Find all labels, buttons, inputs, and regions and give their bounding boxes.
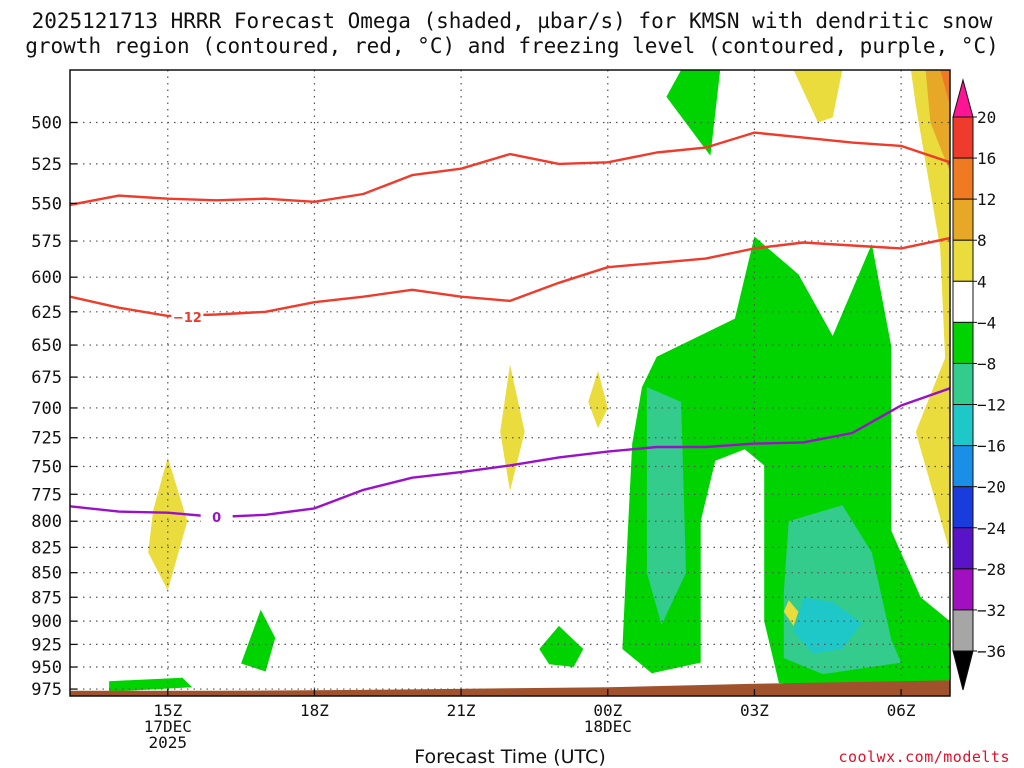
colorbar-label: 4 <box>977 272 987 291</box>
colorbar-bin <box>952 198 974 241</box>
omega-region <box>241 609 276 672</box>
colorbar-label: 16 <box>977 149 996 168</box>
plot-frame <box>69 69 951 697</box>
terrain-layer <box>70 680 950 696</box>
colorbar-bin <box>952 527 974 570</box>
colorbar-label: −16 <box>977 437 1006 456</box>
y-tick-label: 500 <box>31 113 62 133</box>
contour-label-bg <box>171 309 204 325</box>
colorbar-label: −36 <box>977 642 1006 661</box>
y-tick-label: 650 <box>31 336 62 356</box>
terrain-fill <box>70 680 950 696</box>
colorbar-label: 8 <box>977 231 987 250</box>
omega-region <box>666 70 721 156</box>
axes-layer: 500 525 550 575 600 625 650 675 700 725 750 775 800 8… <box>31 69 951 752</box>
omega-region <box>940 70 950 106</box>
omega-region <box>793 70 843 123</box>
y-tick-label: 800 <box>31 512 62 532</box>
y-tick-label: 825 <box>31 538 62 558</box>
colorbar: 20 16 12 8 4 −4 −8 −12 −16 −20 −24 −28 −32 −36 <box>952 78 1006 691</box>
chart-title-line-1: 2025121713 HRRR Forecast Omega (shaded, … <box>31 9 993 33</box>
contour-layer: −12 0 <box>70 131 950 526</box>
x-tick-label: 06Z <box>887 701 916 720</box>
chart-title-line-2: growth region (contoured, red, °C) and f… <box>25 34 999 58</box>
colorbar-bin <box>952 239 974 282</box>
omega-shading-layer <box>109 70 950 692</box>
colorbar-bin <box>952 404 974 447</box>
y-tick-label: 775 <box>31 485 62 505</box>
colorbar-label: −4 <box>977 313 996 332</box>
y-tick-label: 600 <box>31 268 62 288</box>
contour-label-bg <box>200 508 233 524</box>
colorbar-label: 12 <box>977 190 996 209</box>
omega-region <box>783 600 799 626</box>
omega-region <box>148 457 188 591</box>
colorbar-label: −20 <box>977 478 1006 497</box>
colorbar-label: −12 <box>977 396 1006 415</box>
y-tick-label: 550 <box>31 194 62 214</box>
y-tick-label: 625 <box>31 303 62 323</box>
colorbar-top-triangle <box>952 78 974 118</box>
y-tick-label: 875 <box>31 588 62 608</box>
x-tick-label: 00Z <box>593 701 622 720</box>
colorbar-bottom-triangle <box>952 650 974 691</box>
contour-label: −12 <box>173 311 202 326</box>
colorbar-bin <box>952 362 974 406</box>
x-tick-label: 21Z <box>447 701 476 720</box>
colorbar-label: −8 <box>977 354 996 373</box>
y-tick-label: 725 <box>31 429 62 449</box>
colorbar-bin <box>952 568 974 611</box>
x-tick-label: 18Z <box>300 701 329 720</box>
colorbar-label: −28 <box>977 560 1006 579</box>
colorbar-bin <box>952 280 974 323</box>
x-tick-label: 17DEC <box>144 717 192 736</box>
y-tick-label: 950 <box>31 658 62 678</box>
y-tick-label: 525 <box>31 155 62 175</box>
temperature-contour-line <box>70 131 950 207</box>
y-tick-label: 900 <box>31 612 62 632</box>
omega-region <box>588 370 608 429</box>
y-tick-label: 750 <box>31 457 62 477</box>
colorbar-label: −24 <box>977 519 1006 538</box>
omega-region <box>539 625 584 667</box>
contour-label: 0 <box>212 511 221 526</box>
omega-region <box>925 70 950 172</box>
y-tick-label: 925 <box>31 635 62 655</box>
site-credit: coolwx.com/modelts <box>838 748 1010 766</box>
colorbar-bin <box>952 486 974 529</box>
colorbar-bin <box>952 321 974 364</box>
x-tick-label: 18DEC <box>584 717 632 736</box>
colorbar-bin <box>952 116 974 159</box>
y-tick-label: 575 <box>31 232 62 252</box>
x-tick-label: 15Z <box>153 701 182 720</box>
colorbar-label: 20 <box>977 108 996 127</box>
colorbar-bin <box>952 445 974 488</box>
omega-region <box>910 70 950 553</box>
x-tick-label: 03Z <box>740 701 769 720</box>
omega-region <box>793 597 862 654</box>
x-axis-label: Forecast Time (UTC) <box>414 746 606 768</box>
y-tick-label: 975 <box>31 680 62 700</box>
colorbar-label: −32 <box>977 601 1006 620</box>
omega-region <box>109 677 193 692</box>
colorbar-bin <box>952 157 974 200</box>
grid-layer <box>70 70 950 696</box>
y-tick-label: 675 <box>31 368 62 388</box>
temperature-contour-line <box>70 236 950 318</box>
colorbar-bin <box>952 609 974 652</box>
x-tick-label: 2025 <box>149 733 188 752</box>
y-tick-label: 850 <box>31 564 62 584</box>
y-tick-label: 700 <box>31 399 62 419</box>
omega-region <box>500 364 525 491</box>
